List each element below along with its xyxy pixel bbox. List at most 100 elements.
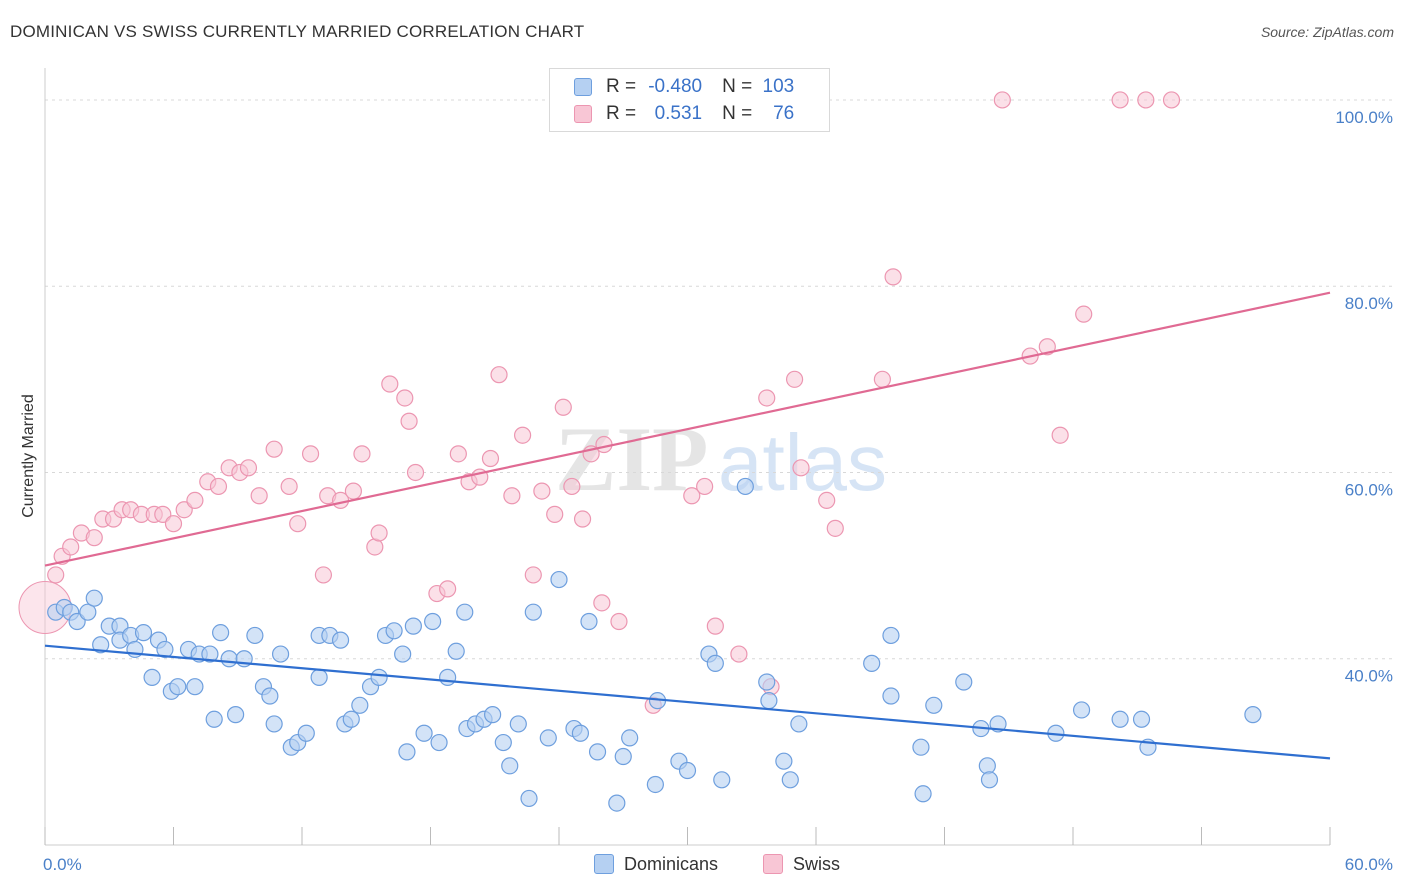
dominican-point (394, 645, 412, 663)
dominican-point (646, 775, 664, 794)
swiss-point (301, 445, 320, 463)
dominican-point (297, 724, 315, 742)
dominican-point (539, 729, 557, 747)
dominican-point (863, 654, 881, 672)
dominican-point (271, 645, 290, 663)
swiss-point (62, 538, 80, 556)
swiss-swatch (574, 105, 592, 123)
swiss-point (683, 487, 701, 505)
dominican-point (342, 710, 360, 728)
swiss-point (696, 477, 714, 496)
dominican-point (501, 757, 519, 775)
dominican-point (614, 747, 632, 766)
dominican-point (92, 636, 110, 654)
swiss-point (400, 412, 418, 430)
swiss-point (1038, 338, 1056, 356)
dominicans-legend-label: Dominicans (624, 853, 719, 874)
dominican-point (220, 650, 238, 668)
swiss-point (884, 268, 902, 286)
dominican-point (370, 668, 388, 686)
swiss-point (785, 370, 804, 388)
legend-n-label: N = (722, 103, 753, 124)
swiss-point (164, 515, 183, 533)
dominican-point (246, 626, 264, 645)
dominican-point (134, 624, 153, 642)
swiss-point (1162, 91, 1181, 109)
dominican-point (169, 678, 187, 696)
dominican-point (331, 631, 350, 649)
swiss-point (449, 445, 467, 463)
x-tick-label-min: 0.0% (43, 855, 82, 874)
dominican-point (79, 603, 97, 621)
swiss-point (503, 487, 521, 505)
dominican-point (520, 789, 538, 808)
dominican-point (588, 743, 607, 761)
dominican-point (1132, 710, 1151, 728)
dominican-point (608, 794, 626, 812)
dominicans-legend-swatch (594, 854, 614, 874)
dominican-point (404, 617, 422, 635)
legend-row-swiss: R = 0.531 N = 76 (574, 103, 794, 125)
dominican-point (456, 603, 474, 621)
dominican-point (571, 724, 590, 742)
dominican-point (430, 733, 448, 752)
dominican-point (550, 570, 568, 589)
dominican-point (186, 678, 204, 696)
y-axis-title: Currently Married (20, 394, 37, 518)
swiss-point (818, 491, 836, 510)
dominican-point (424, 612, 442, 631)
dominican-point (760, 692, 778, 710)
swiss-point (490, 366, 508, 384)
legend-r-value-dominicans: -0.480 (648, 76, 703, 97)
bottom-legend-swiss: Swiss (763, 852, 840, 876)
bottom-legend-dominicans: Dominicans (594, 852, 718, 876)
dominican-point (678, 761, 697, 780)
swiss-point (1111, 91, 1129, 109)
swiss-point (730, 645, 748, 663)
swiss-point (381, 375, 399, 393)
tick-labels: 40.0% 60.0% 80.0% 100.0% 0.0% 60.0% (43, 108, 1393, 874)
watermark-zip: ZIP (555, 408, 708, 510)
swiss-point (396, 389, 414, 407)
swiss-point (533, 482, 551, 500)
dominican-point (205, 710, 223, 728)
swiss-point (706, 617, 724, 635)
legend-r-label: R = (606, 103, 637, 124)
dominican-point (494, 733, 512, 752)
dominican-point (415, 724, 433, 742)
dominican-point (509, 715, 527, 733)
dominican-point (882, 626, 900, 645)
legend-n-value-swiss: 76 (773, 103, 795, 124)
dominican-point (398, 743, 416, 761)
y-tick-label: 100.0% (1335, 108, 1393, 127)
swiss-point (610, 612, 628, 631)
dominican-points (47, 477, 1262, 812)
swiss-point (250, 487, 268, 505)
dominican-point (484, 706, 502, 724)
dominican-point (201, 645, 219, 663)
swiss-point (85, 529, 103, 547)
dominican-point (439, 668, 457, 686)
correlation-legend: R = -0.480 N = 103 R = 0.531 N = 76 (549, 68, 830, 132)
dominican-point (980, 771, 999, 789)
x-tick-label-max: 60.0% (1345, 855, 1393, 874)
dominican-point (775, 752, 793, 770)
dominican-point (736, 477, 754, 496)
swiss-point (993, 91, 1011, 109)
swiss-point (758, 389, 776, 407)
swiss-legend-swatch (763, 854, 783, 874)
dominican-point (914, 785, 932, 803)
dominican-point (978, 757, 996, 775)
swiss-point (513, 426, 532, 444)
trend-lines (44, 291, 1331, 760)
dominican-point (265, 715, 283, 733)
dominican-point (212, 624, 230, 642)
legend-r-value-swiss: 0.531 (654, 103, 703, 124)
swiss-point (573, 510, 592, 528)
swiss-point (239, 459, 258, 477)
dominican-point (156, 640, 174, 659)
swiss-point (554, 398, 572, 416)
dominican-point (955, 673, 973, 691)
swiss-point (353, 445, 371, 463)
